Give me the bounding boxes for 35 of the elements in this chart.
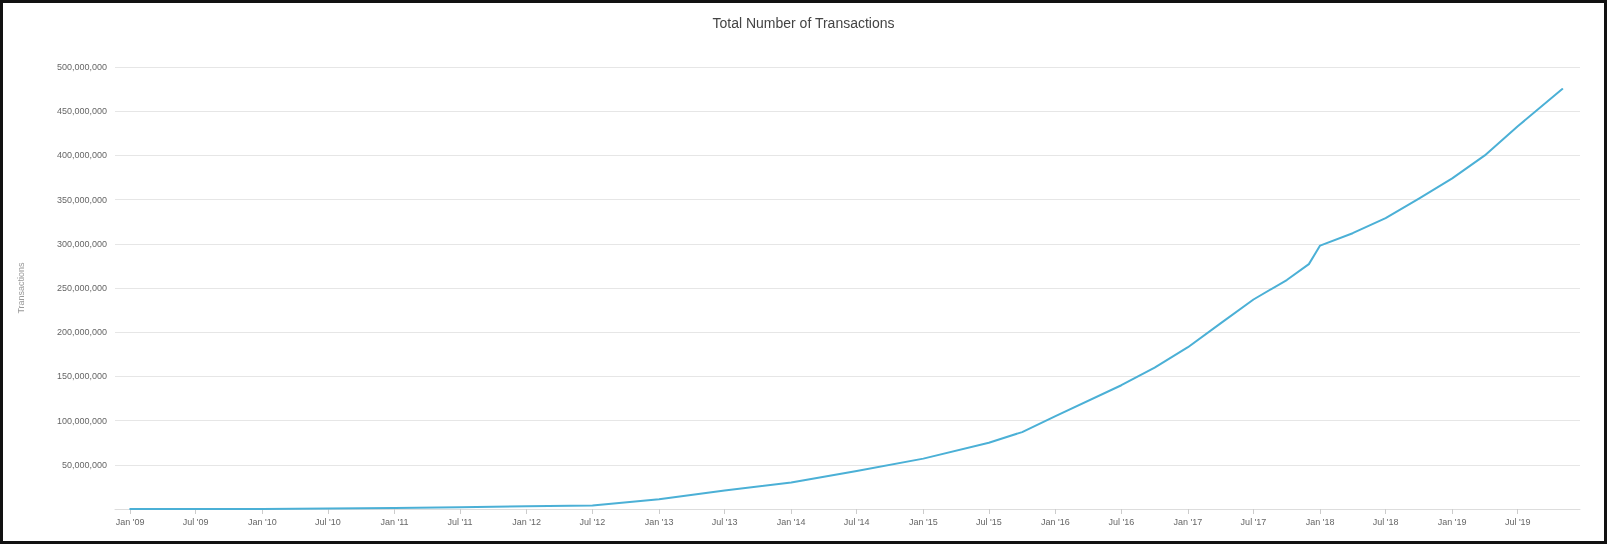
x-tick-label: Jan '09: [115, 516, 145, 527]
x-tick-label: Jan '19: [1437, 516, 1467, 527]
y-tick-label: 50,000,000: [61, 459, 107, 470]
x-tick-label: Jul '15: [975, 516, 1002, 527]
x-tick-label: Jul '09: [182, 516, 209, 527]
x-tick-label: Jan '18: [1305, 516, 1335, 527]
x-tick-label: Jul '14: [843, 516, 870, 527]
y-tick-label: 500,000,000: [56, 62, 107, 72]
y-tick-label: 400,000,000: [56, 150, 107, 161]
x-tick-label: Jan '15: [908, 516, 938, 527]
x-tick-label: Jan '16: [1041, 516, 1070, 527]
y-tick-label: 250,000,000: [56, 283, 107, 293]
x-tick-label: Jul '12: [579, 516, 606, 527]
x-tick-label: Jan '11: [380, 516, 409, 527]
x-tick-label: Jul '16: [1108, 516, 1135, 527]
y-tick-label: 350,000,000: [56, 194, 107, 205]
chart-title: Total Number of Transactions: [712, 15, 895, 31]
y-tick-label: 200,000,000: [56, 327, 107, 338]
x-tick-label: Jul '13: [711, 516, 738, 527]
x-tick-label: Jan '10: [247, 516, 277, 527]
x-tick-label: Jul '11: [447, 516, 473, 527]
y-axis-title: Transactions: [15, 261, 26, 314]
y-tick-label: 300,000,000: [56, 238, 107, 249]
x-tick-label: Jul '19: [1504, 516, 1531, 527]
y-tick-label: 100,000,000: [56, 415, 107, 426]
y-tick-label: 450,000,000: [56, 106, 107, 117]
x-tick-label: Jan '12: [512, 516, 541, 527]
y-tick-label: 150,000,000: [56, 371, 107, 382]
x-tick-label: Jul '10: [314, 516, 341, 527]
x-tick-label: Jan '17: [1173, 516, 1203, 527]
x-tick-label: Jan '13: [644, 516, 674, 527]
x-tick-label: Jul '17: [1240, 516, 1267, 527]
x-tick-label: Jan '14: [776, 516, 806, 527]
x-tick-label: Jul '18: [1372, 516, 1399, 527]
line-series: [129, 88, 1564, 510]
